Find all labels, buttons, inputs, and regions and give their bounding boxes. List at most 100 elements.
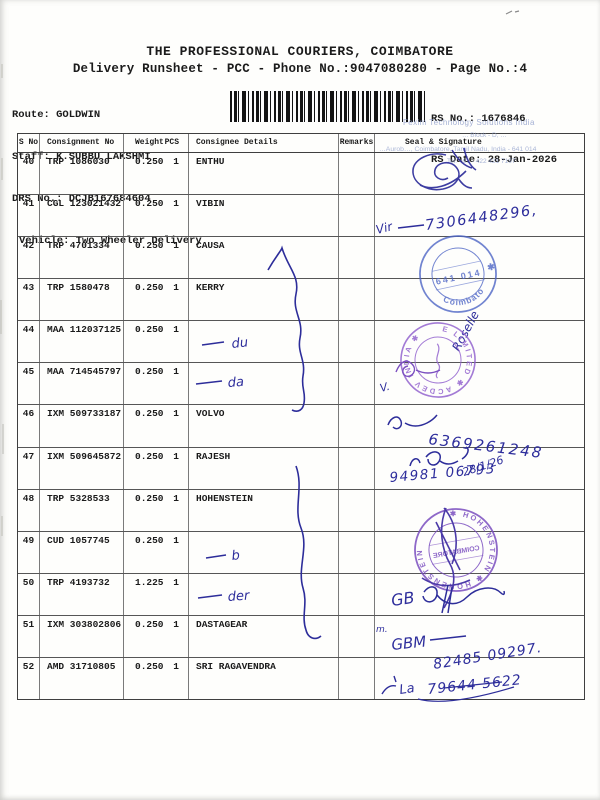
cell-remarks [339,657,375,700]
cell-remarks [339,615,375,657]
cell-sno: 47 [18,447,40,489]
cell-pcs: 1 [173,282,179,294]
cell-pcs: 1 [173,492,179,504]
cell-remarks [339,531,375,573]
cell-seal [375,448,584,489]
cell-consignee [189,321,339,363]
cell-pcs: 1 [173,156,179,167]
header-consignment: Consignment No [40,134,124,152]
staff-line: Staff: K.SUBBU LAKSHMI [12,151,151,163]
cell-weight: 0.250 [135,240,164,252]
scan-edge-artifacts [0,64,4,536]
cell-remarks [339,321,375,363]
cell-sno: 42 [18,237,40,279]
document-title: THE PROFESSIONAL COURIERS, COIMBATORE [146,44,454,59]
cell-seal [375,153,584,194]
cell-pcs: 1 [173,408,179,420]
cell-weight: 0.250 [135,618,164,630]
cell-pcs: 1 [173,660,179,672]
cell-consignee: RAJESH [189,447,339,489]
cell-seal [375,363,584,404]
cell-sno: 41 [18,195,40,237]
cell-pcs: 1 [173,576,179,588]
cell-seal [375,195,584,236]
header-remarks: Remarks [339,134,375,152]
table-row: 51 IXM 303802806 0.250 1 DASTAGEAR [18,615,584,658]
table-row: 41 CGL 123021432 0.250 1 VIBIN [18,195,584,238]
cell-pcs: 1 [173,366,179,378]
cell-consignee: SRI RAGAVENDRA [189,657,339,700]
cell-remarks [339,195,375,237]
header-seal: Seal & Signature [405,138,482,147]
cell-sno: 52 [18,657,40,700]
cell-weight: 0.250 [135,324,164,336]
cell-consignee [189,573,339,615]
table-row: 40 TRP 1086030 0.250 1 ENTHU [18,153,584,196]
cell-weight: 0.250 [135,282,164,294]
cell-remarks [339,237,375,279]
cell-remarks [339,363,375,405]
cell-weight-pcs: 0.250 1 [124,237,189,279]
cell-weight-pcs: 0.250 1 [124,153,189,195]
vehicle-line: Vehicle: Two Wheeler Delivery [19,235,202,247]
cell-remarks [339,279,375,321]
cell-pcs: 1 [173,534,179,546]
table-row: 44 MAA 112037125 0.250 1 [18,321,584,364]
cell-sno: 43 [18,279,40,321]
route-line: Route: GOLDWIN [12,109,101,121]
cell-sno: 45 [18,363,40,405]
cell-weight: 0.250 [135,156,164,167]
cell-pcs: 1 [173,450,179,462]
cell-sno: 46 [18,405,40,447]
cell-weight-pcs: 1.225 1 [124,573,189,615]
table-row: 52 AMD 31710805 0.250 1 SRI RAGAVENDRA [18,657,584,700]
barcode [230,91,426,122]
cell-weight: 0.250 [135,450,164,462]
cell-consignee: VOLVO [189,405,339,447]
cell-consignee [189,363,339,405]
cell-seal [375,279,584,320]
header-pcs: PCS [164,138,179,147]
table-row: 50 TRP 4193732 1.225 1 [18,573,584,616]
cell-weight-pcs: 0.250 1 [124,195,189,237]
cell-weight-pcs: 0.250 1 [124,405,189,447]
table-row: 43 TRP 1580478 0.250 1 KERRY [18,279,584,322]
header-sno: S No [18,134,40,152]
drs-no-line: DRS No.: DCJB167684604 [12,193,151,205]
cell-consignment: IXM 303802806 [40,615,124,657]
cell-consignment: TRP 4701334 [40,237,124,279]
cell-consignee: DASTAGEAR [189,615,339,657]
cell-seal [375,532,584,573]
meta-left-block: Route: GOLDWIN Staff: K.SUBBU LAKSHMI DR… [12,80,202,276]
header-consignee: Consignee Details [189,134,339,152]
cell-sno: 51 [18,615,40,657]
table-row: 47 IXM 509645872 0.250 1 RAJESH [18,447,584,490]
cell-weight: 0.250 [135,660,164,672]
table-body: 40 TRP 1086030 0.250 1 ENTHU 41 CGL 1230… [18,153,584,700]
cell-seal [375,405,584,446]
cell-weight-pcs: 0.250 1 [124,279,189,321]
cell-seal [375,321,584,362]
cell-weight: 0.250 [135,198,164,210]
cell-consignment: AMD 31710805 [40,657,124,700]
cell-sno: 44 [18,321,40,363]
cell-sno: 50 [18,573,40,615]
header-weight-pcs: Weight PCS [124,134,189,152]
cell-weight-pcs: 0.250 1 [124,489,189,531]
cell-consignment: CUD 1057745 [40,531,124,573]
cell-weight: 0.250 [135,408,164,420]
cell-consignment: CGL 123021432 [40,195,124,237]
cell-pcs: 1 [173,618,179,630]
cell-consignment: TRP 4193732 [40,573,124,615]
document-subtitle: Delivery Runsheet - PCC - Phone No.:9047… [72,62,528,76]
cell-consignment: IXM 509733187 [40,405,124,447]
cell-consignee: ENTHU [189,153,339,195]
cell-consignment: MAA 714545797 [40,363,124,405]
cell-sno: 40 [18,153,40,195]
header-weight: Weight [135,138,164,147]
cell-sno: 48 [18,489,40,531]
cell-seal [375,574,584,615]
cell-consignee [189,531,339,573]
cell-weight: 1.225 [135,576,164,588]
cell-weight-pcs: 0.250 1 [124,363,189,405]
